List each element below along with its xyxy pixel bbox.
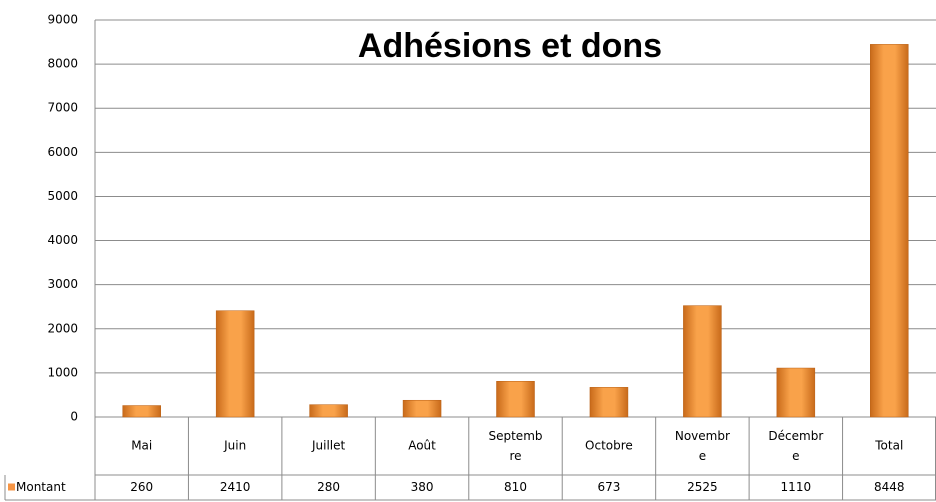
bar xyxy=(776,367,816,418)
chart-title: Adhésions et dons xyxy=(358,27,662,65)
x-tick-label: Juillet xyxy=(311,439,346,453)
y-tick-label: 5000 xyxy=(47,189,78,203)
table-value: 280 xyxy=(317,480,340,494)
legend-label: Montant xyxy=(16,480,66,494)
bar xyxy=(402,399,442,418)
y-tick-label: 6000 xyxy=(47,145,78,159)
bar xyxy=(683,305,722,418)
y-tick-label: 3000 xyxy=(47,277,78,291)
x-tick-label: Juin xyxy=(223,439,246,453)
x-tick-label: Mai xyxy=(131,439,152,453)
bar xyxy=(215,310,255,418)
bar xyxy=(496,381,535,418)
bar xyxy=(122,405,161,418)
x-tick-label: Total xyxy=(874,439,903,453)
bar xyxy=(870,44,909,418)
y-tick-label: 9000 xyxy=(47,13,78,27)
table-value: 1110 xyxy=(781,480,812,494)
table-value: 2410 xyxy=(220,480,251,494)
table-value: 260 xyxy=(130,480,153,494)
y-tick-label: 2000 xyxy=(47,321,78,335)
y-tick-label: 8000 xyxy=(47,57,78,71)
y-tick-label: 1000 xyxy=(47,365,78,379)
table-value: 380 xyxy=(411,480,434,494)
x-tick-label: Novembr e xyxy=(675,429,730,463)
bar xyxy=(589,387,629,418)
y-tick-label: 7000 xyxy=(47,101,78,115)
bar xyxy=(309,404,348,418)
legend-swatch xyxy=(8,483,15,491)
x-tick-label: Octobre xyxy=(585,439,633,453)
table-value: 8448 xyxy=(874,480,905,494)
x-tick-label: Août xyxy=(408,439,436,453)
x-tick-label: Décembr e xyxy=(768,429,823,463)
x-tick-label: Septemb re xyxy=(488,429,542,463)
table-value: 673 xyxy=(597,480,620,494)
y-tick-label: 0 xyxy=(70,410,78,424)
y-tick-label: 4000 xyxy=(47,233,78,247)
table-value: 2525 xyxy=(687,480,718,494)
table-value: 810 xyxy=(504,480,527,494)
